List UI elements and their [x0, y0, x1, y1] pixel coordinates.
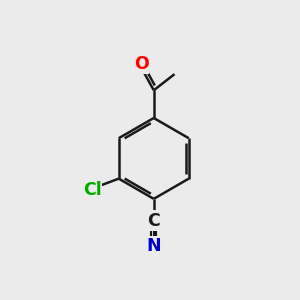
Text: O: O: [134, 56, 148, 74]
Text: C: C: [147, 212, 160, 230]
Text: Cl: Cl: [83, 181, 102, 199]
Text: N: N: [146, 237, 161, 255]
